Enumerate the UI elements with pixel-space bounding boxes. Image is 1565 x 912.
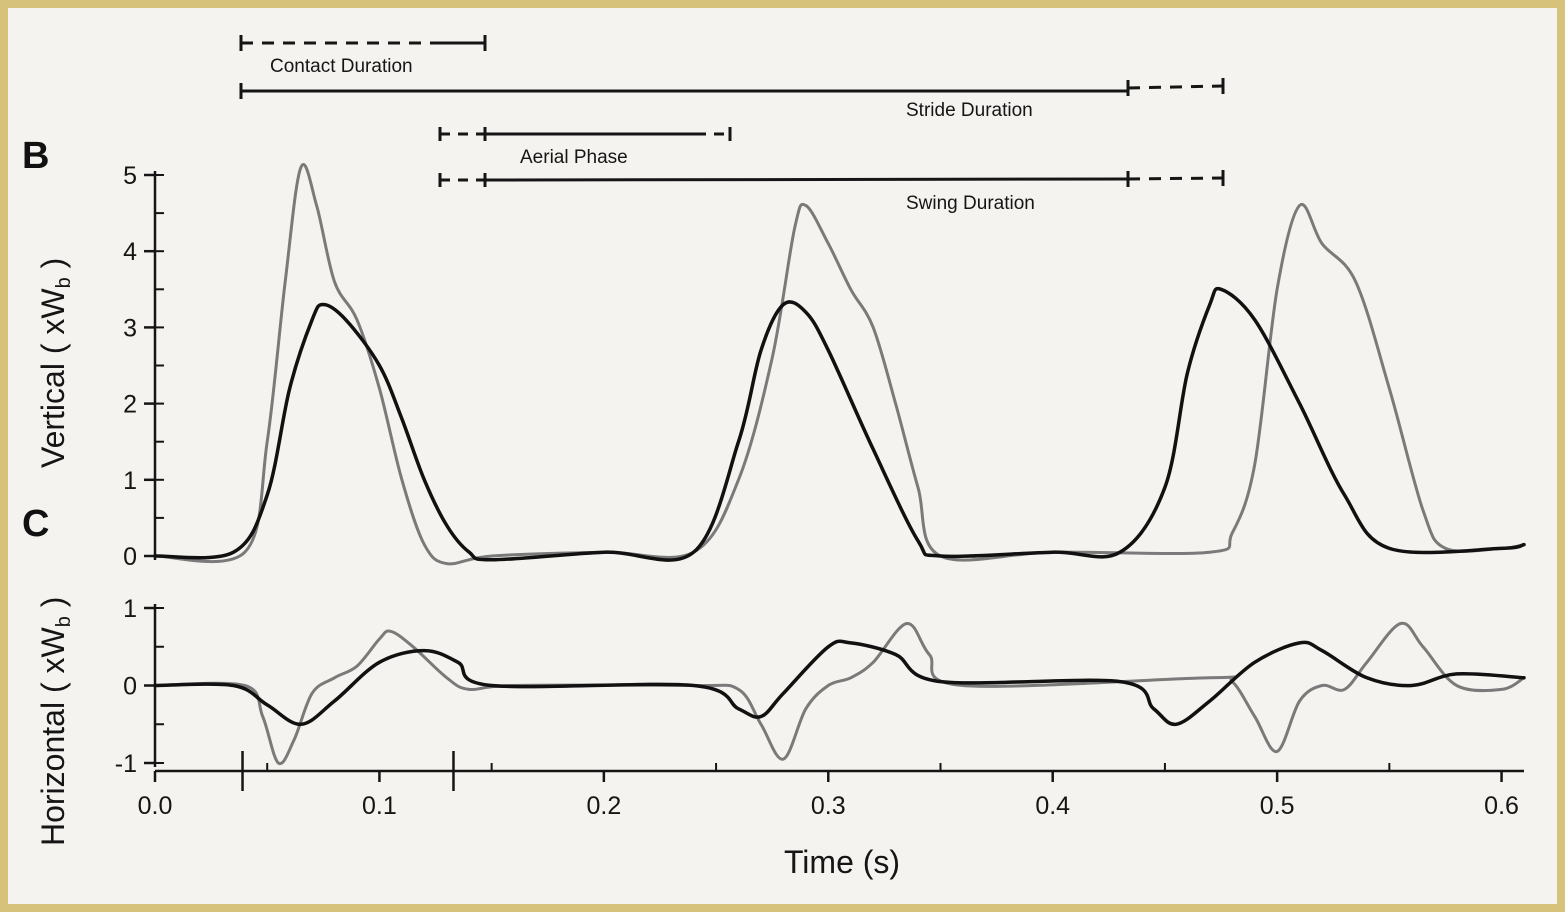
vertical-y-tick-label: 3	[123, 314, 137, 342]
x-tick-label: 0.0	[138, 792, 173, 820]
series-layer	[153, 163, 1526, 766]
swing-duration-solid	[484, 177, 1129, 182]
vertical-y-tick-label: 1	[123, 467, 137, 495]
figure-frame: Contact Duration Stride Duration Aerial …	[8, 8, 1557, 904]
x-tick-label: 0.6	[1484, 792, 1519, 820]
vertical-series-grey-line	[153, 163, 1526, 566]
x-tick-label: 0.1	[362, 792, 397, 820]
axes-layer: 0 1 2 3 4 5 -1 0 1 0.0 0.1 0.2 0.3 0.4 0.5 0.6	[115, 162, 1524, 820]
vertical-series-black-line	[153, 286, 1526, 562]
swing-duration-dashed-end	[1127, 176, 1224, 181]
horizontal-series-black-line	[153, 639, 1526, 727]
x-tick-label: 0.2	[586, 792, 621, 820]
x-axis-title: Time (s)	[784, 844, 900, 880]
horizontal-y-tick-label: -1	[115, 750, 137, 778]
horizontal-y-tick-label: 0	[123, 673, 137, 701]
vertical-y-tick-label: 2	[123, 391, 137, 419]
horizontal-y-tick-label: 1	[123, 595, 137, 623]
panel-letter-b: B	[22, 135, 49, 177]
horizontal-axis-title: Horizontal ( xWb )	[35, 597, 75, 846]
x-tick-label: 0.5	[1260, 792, 1295, 820]
stride-duration-dashed	[1127, 84, 1224, 90]
x-tick-label: 0.4	[1035, 792, 1070, 820]
x-tick-label: 0.3	[811, 792, 846, 820]
contact-duration-label: Contact Duration	[270, 56, 413, 77]
horizontal-series-grey-line	[153, 621, 1526, 766]
stride-duration-label: Stride Duration	[906, 100, 1033, 121]
vertical-y-tick-label: 4	[123, 238, 137, 266]
vertical-axis-title: Vertical ( xWb )	[35, 258, 75, 468]
swing-duration-label: Swing Duration	[906, 193, 1035, 214]
timing-annotations	[239, 35, 1225, 187]
panel-letter-c: C	[22, 503, 49, 545]
chart-figure: Contact Duration Stride Duration Aerial …	[22, 35, 1526, 880]
vertical-y-tick-label: 5	[123, 162, 137, 190]
aerial-phase-label: Aerial Phase	[520, 147, 628, 168]
vertical-y-tick-label: 0	[123, 543, 137, 571]
